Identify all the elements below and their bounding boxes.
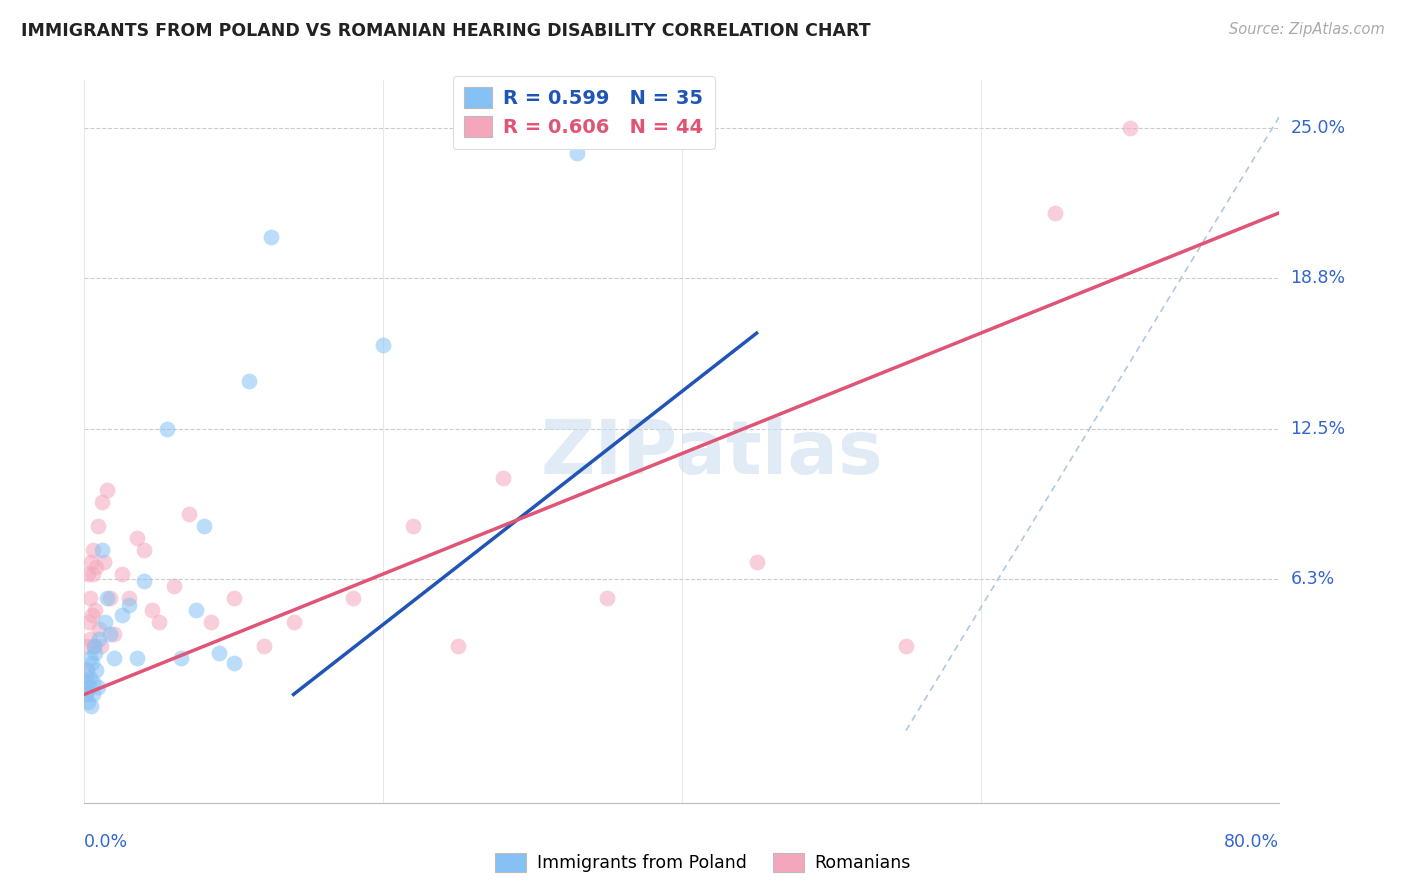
Point <box>96 483 118 497</box>
Point <box>87 518 110 533</box>
Point <box>80 699 103 714</box>
Point <box>82 675 104 690</box>
Point <box>118 591 141 606</box>
Point <box>76 664 98 678</box>
Point <box>596 591 619 606</box>
Point <box>98 627 121 641</box>
Point <box>177 507 200 521</box>
Point <box>111 567 134 582</box>
Point <box>80 656 103 670</box>
Point <box>86 664 108 678</box>
Point <box>82 567 104 582</box>
Point <box>111 607 134 622</box>
Point <box>1119 121 1142 136</box>
Legend: Immigrants from Poland, Romanians: Immigrants from Poland, Romanians <box>488 846 918 879</box>
Point <box>75 687 97 701</box>
Text: 25.0%: 25.0% <box>1291 120 1346 137</box>
Point <box>125 651 148 665</box>
Point <box>103 651 125 665</box>
Point <box>83 639 105 653</box>
Point <box>447 639 470 653</box>
Point <box>79 632 101 646</box>
Point <box>79 651 101 665</box>
Text: 12.5%: 12.5% <box>1291 420 1346 439</box>
Point <box>894 639 917 653</box>
Point <box>373 338 395 352</box>
Point <box>76 675 98 690</box>
Text: Source: ZipAtlas.com: Source: ZipAtlas.com <box>1229 22 1385 37</box>
Point <box>200 615 222 630</box>
Point <box>103 627 125 641</box>
Point <box>94 615 117 630</box>
Point <box>132 542 156 557</box>
Point <box>208 647 231 661</box>
Point <box>89 632 111 646</box>
Point <box>260 229 283 244</box>
Point <box>82 687 104 701</box>
Point <box>253 639 276 653</box>
Point <box>91 494 114 508</box>
Legend: R = 0.599   N = 35, R = 0.606   N = 44: R = 0.599 N = 35, R = 0.606 N = 44 <box>453 76 716 149</box>
Point <box>170 651 193 665</box>
Text: ZIPatlas: ZIPatlas <box>540 417 883 490</box>
Point <box>77 615 100 630</box>
Text: 0.0%: 0.0% <box>84 833 128 851</box>
Point <box>76 664 98 678</box>
Point <box>1045 205 1067 219</box>
Point <box>148 615 170 630</box>
Point <box>80 607 103 622</box>
Point <box>87 680 110 694</box>
Point <box>79 591 101 606</box>
Point <box>222 591 245 606</box>
Point <box>76 639 98 653</box>
Point <box>83 647 105 661</box>
Point <box>91 542 114 557</box>
Point <box>98 591 121 606</box>
Point <box>79 671 101 685</box>
Text: 6.3%: 6.3% <box>1291 570 1334 588</box>
Point <box>96 591 118 606</box>
Point <box>125 531 148 545</box>
Text: 80.0%: 80.0% <box>1225 833 1279 851</box>
Point <box>77 695 100 709</box>
Point <box>186 603 208 617</box>
Point <box>80 555 103 569</box>
Point <box>75 687 97 701</box>
Point <box>77 680 100 694</box>
Point <box>83 603 105 617</box>
Point <box>93 555 115 569</box>
Point <box>118 599 141 613</box>
Point <box>83 639 105 653</box>
Point <box>745 555 768 569</box>
Point <box>163 579 186 593</box>
Text: 18.8%: 18.8% <box>1291 268 1346 286</box>
Point <box>283 615 305 630</box>
Point <box>238 374 260 388</box>
Point <box>222 656 245 670</box>
Point <box>132 574 156 589</box>
Point <box>193 518 215 533</box>
Point <box>402 518 425 533</box>
Point <box>86 559 108 574</box>
Point <box>342 591 364 606</box>
Point <box>492 470 515 484</box>
Point <box>82 542 104 557</box>
Point <box>90 639 112 653</box>
Text: IMMIGRANTS FROM POLAND VS ROMANIAN HEARING DISABILITY CORRELATION CHART: IMMIGRANTS FROM POLAND VS ROMANIAN HEARI… <box>21 22 870 40</box>
Point <box>567 145 589 160</box>
Point <box>141 603 163 617</box>
Point <box>89 623 111 637</box>
Point <box>77 567 100 582</box>
Point <box>155 422 177 436</box>
Point <box>75 675 97 690</box>
